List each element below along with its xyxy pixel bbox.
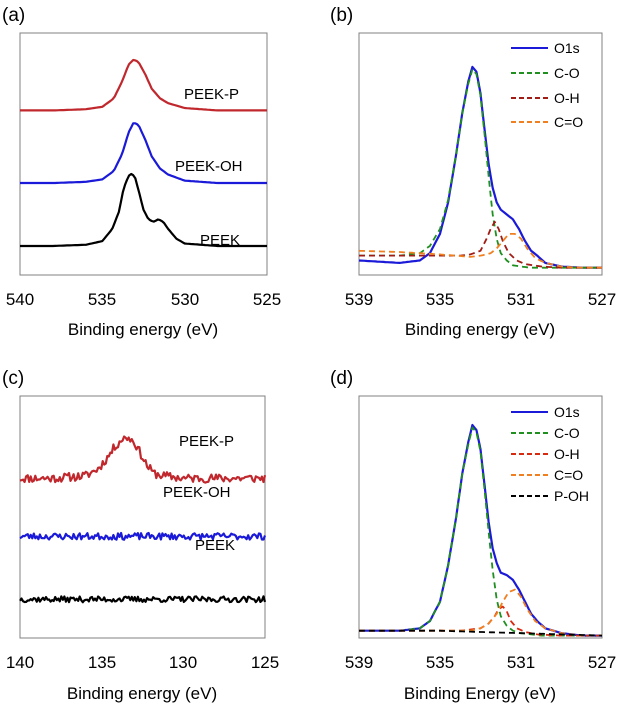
panel-b-label: (b) (330, 5, 353, 26)
panel-b-x-tick: 535 (426, 290, 454, 309)
series-line-c-o (358, 232, 602, 269)
panel-a: (a) PEEK-P PEEK-OH PEEK 540 535 530 525 … (2, 5, 281, 339)
series-line-peek-p (20, 58, 267, 112)
panel-a-series (20, 58, 267, 248)
panel-d-plot-frame (358, 395, 603, 639)
panel-a-x-tick: 535 (88, 290, 116, 309)
panel-b-series (358, 65, 602, 269)
series-line-peek-p (19, 435, 267, 484)
panel-c-trace-label-peek-p: PEEK-P (179, 433, 234, 450)
panel-c-trace-label-peek-oh: PEEK-OH (163, 484, 231, 501)
panel-a-label: (a) (2, 5, 25, 26)
panel-c-trace-label-peek: PEEK (195, 537, 235, 554)
panel-a-trace-label-peek-p: PEEK-P (184, 86, 239, 103)
panel-a-trace-label-peek: PEEK (200, 232, 240, 249)
panel-a-x-tick: 540 (6, 290, 34, 309)
panel-d-legend-label-p-oh: P-OH (554, 488, 589, 504)
panel-b-legend-label-o1s: O1s (554, 40, 580, 56)
panel-a-x-tick: 530 (171, 290, 199, 309)
panel-a-x-tick: 525 (253, 290, 281, 309)
panel-c-x-tick: 130 (169, 653, 197, 672)
series-line-peek-oh (20, 122, 267, 185)
panel-c: (c) PEEK-P PEEK-OH PEEK 140 135 130 125 … (2, 368, 279, 703)
panel-a-trace-label-peek-oh: PEEK-OH (175, 158, 243, 175)
panel-b-legend: O1s C-O O-H C=O (511, 40, 583, 130)
panel-d: (d) O1s C-O O-H C=O P-OH 539 535 531 527… (330, 368, 616, 703)
panel-d-label: (d) (330, 368, 353, 389)
panel-d-legend: O1s C-O O-H C=O P-OH (511, 404, 589, 504)
panel-b: (b) O1s C-O O-H C=O 539 535 531 527 Bind… (330, 5, 616, 339)
panel-d-x-tick: 531 (507, 653, 535, 672)
panel-c-x-tick: 140 (6, 653, 34, 672)
panel-a-x-axis-label: Binding energy (eV) (68, 320, 218, 339)
panel-d-x-tick: 535 (426, 653, 454, 672)
series-line-peek-oh (19, 531, 267, 541)
panel-c-x-axis-label: Binding energy (eV) (67, 684, 217, 703)
panel-d-x-tick: 527 (588, 653, 616, 672)
series-line-o-h (359, 220, 602, 269)
panel-b-legend-label-c-eq-o: C=O (554, 114, 583, 130)
panel-c-label: (c) (2, 368, 24, 389)
panel-d-legend-label-o1s: O1s (554, 404, 580, 420)
panel-c-x-tick: 135 (88, 653, 116, 672)
panel-d-legend-label-c-o: C-O (554, 425, 580, 441)
panel-b-plot-frame (358, 32, 603, 276)
panel-c-x-tick: 125 (251, 653, 279, 672)
panel-a-plot-frame (19, 32, 268, 276)
panel-d-legend-label-o-h: O-H (554, 446, 580, 462)
panel-d-x-tick: 539 (345, 653, 373, 672)
panel-c-plot-frame (19, 395, 266, 639)
panel-b-x-axis-label: Binding energy (eV) (405, 320, 555, 339)
panel-b-legend-label-c-o: C-O (554, 65, 580, 81)
series-line-peek (19, 595, 267, 604)
panel-d-legend-label-c-eq-o: C=O (554, 467, 583, 483)
panel-c-series (19, 435, 267, 604)
series-line-p-oh (359, 629, 603, 637)
panel-b-x-tick: 531 (507, 290, 535, 309)
panel-b-legend-label-o-h: O-H (554, 90, 580, 106)
panel-d-x-axis-label: Binding Energy (eV) (404, 684, 556, 703)
panel-b-x-tick: 527 (588, 290, 616, 309)
panel-d-series (359, 423, 603, 637)
series-line-peek (20, 172, 267, 248)
panel-b-x-tick: 539 (345, 290, 373, 309)
